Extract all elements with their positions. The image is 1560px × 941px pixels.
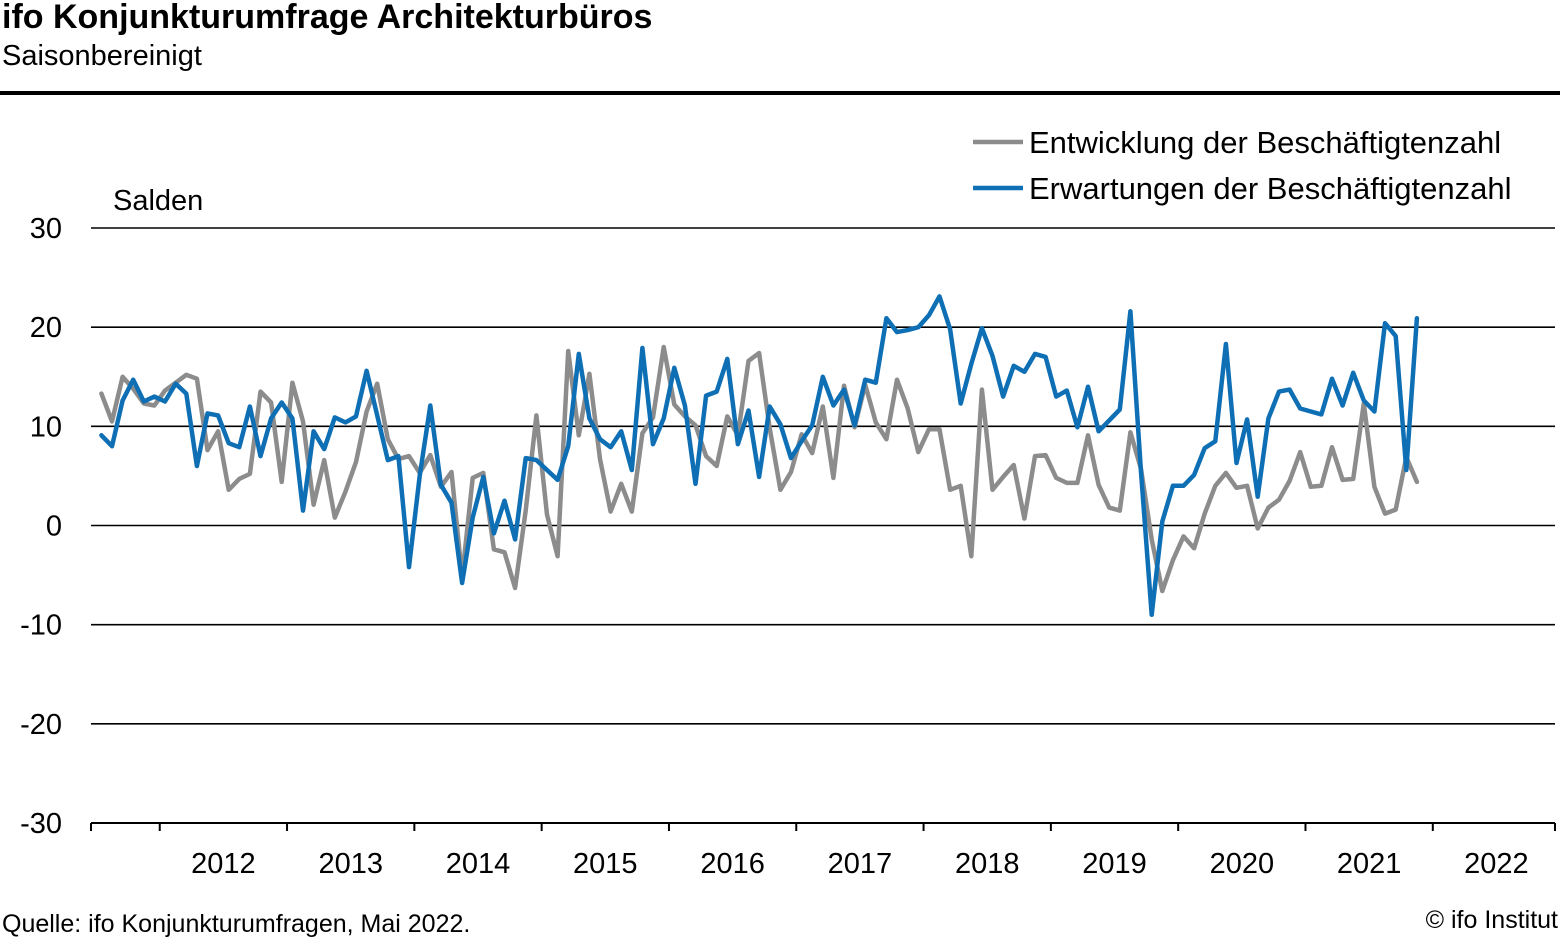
x-tick-label: 2020 [1210,848,1275,880]
y-tick-label: -20 [20,709,62,741]
y-tick-label: -10 [20,610,62,642]
chart-title: ifo Konjunkturumfrage Architekturbüros [2,0,653,36]
x-tick-label: 2018 [955,848,1020,880]
x-tick-label: 2014 [446,848,511,880]
y-axis-label: Salden [113,185,203,217]
y-axis-ticks: 30 20 10 0 -10 -20 -30 [20,213,62,840]
gridlines [91,227,1555,725]
x-tick-label: 2015 [573,848,638,880]
x-tick-label: 2017 [828,848,893,880]
x-tick-label: 2022 [1464,848,1529,880]
y-tick-label: 30 [30,213,62,245]
y-tick-label: -30 [20,808,62,840]
title-divider [0,91,1560,95]
x-axis: 2012 2013 2014 2015 2016 2017 2018 2019 2020 2021… [90,822,1556,880]
x-tick-label: 2019 [1082,848,1147,880]
source-note: Quelle: ifo Konjunkturumfragen, Mai 2022… [2,910,471,938]
y-tick-label: 0 [46,511,62,543]
x-tick-label: 2016 [700,848,765,880]
x-tick-label: 2013 [318,848,383,880]
y-tick-label: 10 [30,411,62,443]
copyright-note: © ifo Institut [1425,906,1558,934]
series-line-2 [99,294,1420,618]
y-tick-label: 20 [30,312,62,344]
series-line-1 [99,344,1420,594]
legend-label-2: Erwartungen der Beschäftigtenzahl [1029,171,1512,206]
chart-subtitle: Saisonbereinigt [2,40,202,72]
x-tick-label: 2012 [191,848,256,880]
series-lines [99,294,1420,618]
x-tick-label: 2021 [1337,848,1402,880]
legend-label-1: Entwicklung der Beschäftigtenzahl [1029,125,1501,160]
legend: Entwicklung der Beschäftigtenzahl Erwartu… [973,125,1512,206]
